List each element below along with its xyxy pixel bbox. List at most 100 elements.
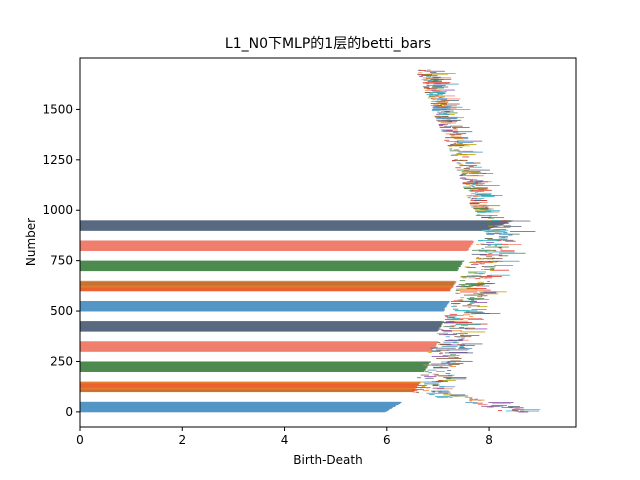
bar bbox=[453, 342, 460, 344]
bar bbox=[439, 332, 448, 334]
bar bbox=[458, 162, 461, 164]
bar bbox=[473, 195, 478, 197]
bar bbox=[449, 150, 459, 152]
bar bbox=[481, 269, 484, 270]
bar bbox=[433, 104, 439, 106]
bar bbox=[475, 214, 498, 216]
bar bbox=[458, 347, 468, 349]
bar bbox=[417, 72, 423, 74]
bar bbox=[474, 200, 480, 201]
bar bbox=[472, 206, 488, 208]
bar bbox=[469, 203, 479, 205]
bar bbox=[485, 238, 493, 239]
bar bbox=[473, 302, 488, 303]
bar bbox=[445, 120, 453, 122]
bar bbox=[430, 87, 434, 89]
bar bbox=[460, 177, 466, 179]
bar bbox=[437, 93, 446, 94]
bar bbox=[476, 243, 480, 245]
bar bbox=[452, 308, 459, 310]
bar bbox=[453, 303, 459, 305]
bar bbox=[422, 86, 430, 88]
bar bbox=[459, 291, 478, 293]
bar bbox=[505, 240, 516, 242]
bar bbox=[492, 260, 520, 262]
bar bbox=[436, 104, 442, 106]
bar bbox=[500, 250, 515, 252]
bar bbox=[445, 336, 450, 338]
bar bbox=[431, 363, 453, 365]
bar bbox=[459, 299, 463, 301]
bar bbox=[472, 249, 496, 251]
bar bbox=[453, 322, 473, 323]
bar bbox=[428, 394, 435, 395]
bar bbox=[80, 321, 444, 322]
bar bbox=[436, 388, 453, 390]
bar bbox=[439, 366, 443, 368]
bar bbox=[416, 392, 420, 394]
bar bbox=[473, 262, 482, 264]
bar bbox=[430, 105, 438, 106]
bar bbox=[435, 101, 446, 103]
bar bbox=[490, 268, 495, 270]
bar bbox=[439, 386, 445, 387]
bar bbox=[432, 98, 439, 100]
bar bbox=[428, 372, 432, 374]
bar bbox=[450, 125, 463, 127]
bar bbox=[421, 385, 426, 387]
bar bbox=[451, 154, 456, 156]
bar bbox=[469, 399, 477, 400]
bar bbox=[478, 189, 485, 191]
bar bbox=[475, 260, 499, 262]
bar bbox=[462, 156, 470, 158]
bar bbox=[422, 390, 429, 392]
bar bbox=[474, 201, 478, 203]
bar bbox=[446, 109, 471, 110]
bar bbox=[428, 96, 435, 97]
bar bbox=[449, 313, 458, 315]
bar bbox=[458, 338, 464, 340]
bar bbox=[432, 373, 436, 375]
bar bbox=[439, 353, 443, 355]
bar bbox=[431, 350, 441, 352]
bar bbox=[461, 285, 466, 286]
bar bbox=[481, 266, 494, 267]
bar bbox=[459, 327, 465, 328]
bar bbox=[488, 215, 492, 217]
bar bbox=[453, 142, 457, 144]
bar bbox=[435, 94, 439, 96]
bar bbox=[438, 112, 443, 114]
bar bbox=[507, 406, 520, 407]
bar bbox=[443, 105, 457, 107]
bar bbox=[482, 258, 503, 260]
bar bbox=[485, 254, 494, 256]
bar bbox=[479, 205, 485, 206]
bar bbox=[436, 99, 448, 101]
bar bbox=[464, 328, 488, 330]
bar bbox=[441, 106, 444, 108]
bar bbox=[460, 335, 480, 336]
bar bbox=[434, 346, 438, 348]
bar bbox=[443, 341, 457, 343]
bar bbox=[475, 198, 485, 200]
bar bbox=[486, 275, 492, 276]
bar bbox=[482, 276, 502, 277]
bar bbox=[479, 263, 485, 265]
bar bbox=[453, 127, 457, 129]
bar bbox=[421, 79, 427, 81]
bar bbox=[426, 69, 431, 71]
bar bbox=[80, 220, 513, 221]
bar bbox=[467, 162, 481, 164]
bar bbox=[436, 358, 462, 359]
bar bbox=[425, 371, 429, 373]
bar bbox=[448, 316, 455, 318]
bar bbox=[491, 257, 495, 259]
bar bbox=[468, 277, 476, 279]
bar bbox=[440, 96, 446, 98]
bar bbox=[488, 402, 514, 403]
bar bbox=[443, 394, 457, 396]
bar bbox=[509, 231, 536, 232]
bar bbox=[477, 212, 486, 213]
bar bbox=[477, 193, 492, 195]
bar bbox=[453, 300, 461, 301]
